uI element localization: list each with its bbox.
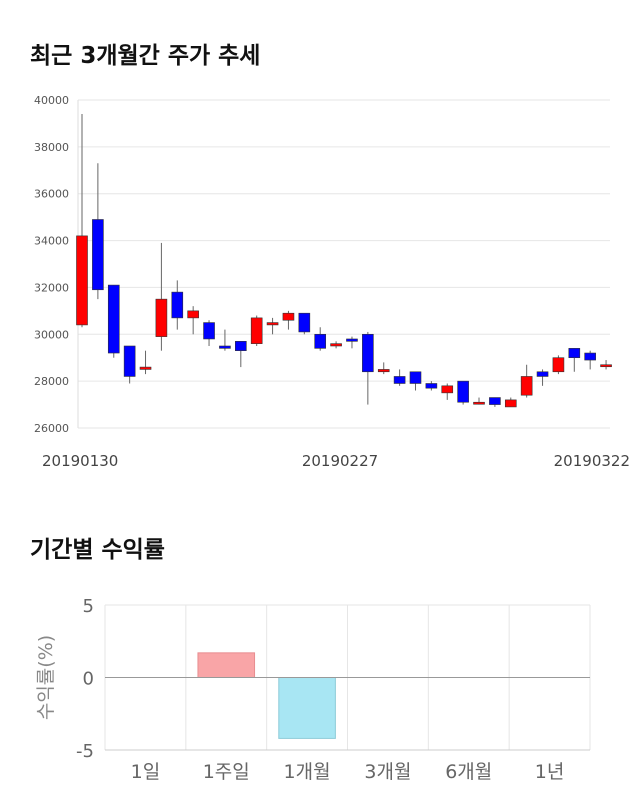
candle-body — [600, 364, 612, 368]
price-trend-title: 최근 3개월간 주가 추세 — [30, 43, 261, 69]
candle-body — [282, 312, 295, 321]
x-tick-label: 20190322 — [554, 452, 630, 470]
candle-body — [123, 345, 136, 377]
candle-body — [568, 348, 581, 359]
x-tick-label: 6개월 — [445, 761, 492, 783]
candle-body — [346, 338, 358, 342]
candle-body — [584, 352, 596, 361]
candle-body — [92, 219, 104, 291]
candle-body — [314, 333, 327, 349]
y-tick-label: 32000 — [34, 281, 69, 294]
candle-body — [504, 399, 517, 408]
candle-body — [489, 397, 501, 405]
returns-bar-chart: 5 0 -5 1일 1주일 1개월 3개월 6개월 1년 수익률(%) — [35, 596, 591, 783]
x-tick-label: 1주일 — [203, 761, 250, 783]
y-tick-label: 5 — [83, 596, 94, 617]
candle-body — [393, 376, 406, 384]
candle-body — [298, 312, 311, 333]
candle-body — [457, 380, 469, 403]
candle-body — [473, 401, 485, 405]
y-tick-label: 26000 — [34, 422, 69, 435]
candle-body — [250, 317, 263, 344]
y-tick-label: 38000 — [34, 141, 69, 154]
x-tick-label: 1개월 — [284, 761, 331, 783]
candle-body — [171, 291, 184, 319]
candle-body — [203, 322, 215, 340]
candle-body — [155, 298, 168, 337]
candle-body — [187, 310, 199, 319]
candle-body — [107, 284, 120, 354]
candle-body — [536, 371, 549, 377]
candlestick-chart: 40000 38000 36000 34000 32000 30000 28000 26000… — [34, 94, 630, 470]
x-tick-label: 1년 — [535, 761, 565, 783]
candle-body — [425, 383, 438, 389]
candle-body — [520, 376, 533, 396]
y-axis-label: 수익률(%) — [35, 635, 57, 720]
y-tick-label: 28000 — [34, 375, 69, 388]
y-tick-label: 0 — [83, 669, 94, 690]
return-bar — [197, 652, 256, 678]
candle-body — [552, 357, 565, 373]
x-tick-label: 20190227 — [302, 452, 378, 470]
y-tick-label: 30000 — [34, 328, 69, 341]
period-returns-title: 기간별 수익률 — [30, 537, 165, 563]
y-tick-label: 34000 — [34, 235, 69, 248]
candle-body — [76, 235, 88, 326]
candle-body — [377, 369, 390, 373]
candle-body — [219, 345, 231, 349]
x-tick-label: 3개월 — [364, 761, 411, 783]
return-bar — [278, 677, 336, 739]
candle-body — [139, 366, 152, 370]
x-tick-label: 20190130 — [42, 452, 118, 470]
candle-body — [441, 385, 454, 394]
candle-body — [330, 343, 342, 347]
candle-body — [235, 341, 247, 351]
candle-body — [266, 322, 279, 326]
candle-body — [362, 333, 374, 373]
y-tick-label: 40000 — [34, 94, 69, 107]
candle-body — [409, 371, 422, 384]
x-tick-label: 1일 — [131, 761, 161, 783]
y-tick-label: -5 — [76, 741, 94, 762]
y-tick-label: 36000 — [34, 188, 69, 201]
